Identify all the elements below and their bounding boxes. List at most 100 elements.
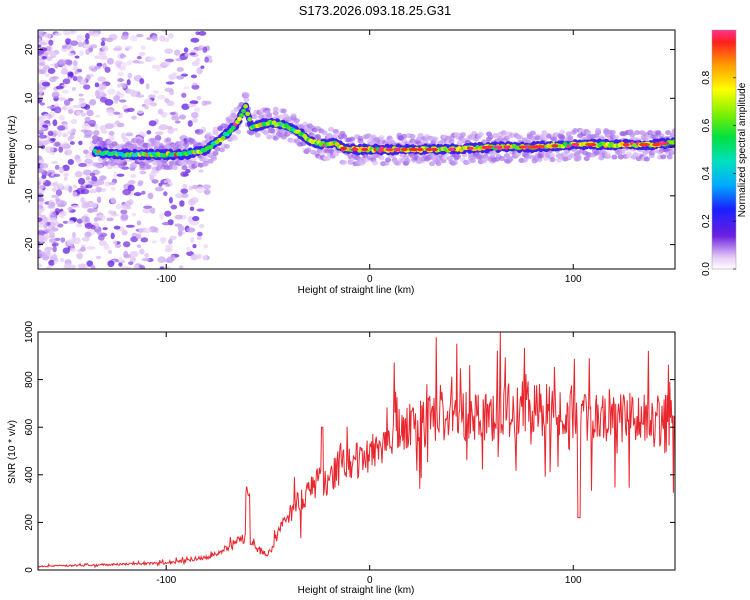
heatmap-noise-cell — [63, 99, 71, 106]
heatmap-noise-cell — [95, 255, 102, 260]
heatmap-noise-cell — [99, 175, 107, 181]
heatmap-hotspot — [652, 142, 660, 147]
heatmap-noise-cell — [157, 256, 166, 263]
heatmap-halo-cell — [516, 134, 523, 140]
y-tick-label: 400 — [24, 466, 35, 483]
heatmap-noise-cell — [44, 120, 51, 124]
heatmap-noise-cell — [118, 262, 123, 267]
heatmap-noise-cell — [189, 100, 199, 105]
heatmap-halo-cell — [328, 126, 335, 132]
heatmap-noise-cell — [141, 132, 147, 137]
heatmap-noise-cell — [43, 223, 48, 229]
heatmap-noise-cell — [52, 246, 57, 253]
heatmap-noise-cell — [38, 197, 45, 202]
y-tick-label: 200 — [24, 514, 35, 531]
heatmap-noise-cell — [54, 62, 59, 69]
heatmap-noise-cell — [72, 76, 78, 82]
heatmap-halo-cell — [432, 136, 439, 142]
heatmap-noise-cell — [38, 217, 43, 223]
heatmap-halo-cell — [575, 156, 582, 162]
heatmap-noise-cell — [192, 184, 199, 190]
heatmap-noise-cell — [108, 130, 115, 136]
heatmap-noise-cell — [198, 169, 204, 173]
x-tick-label: -100 — [156, 274, 176, 285]
heatmap-noise-cell — [159, 266, 165, 269]
heatmap-noise-cell — [62, 89, 69, 94]
heatmap-noise-cell — [110, 232, 115, 240]
heatmap-noise-cell — [83, 134, 92, 139]
heatmap-noise-cell — [164, 247, 173, 253]
colorbar-frame — [711, 29, 737, 270]
heatmap-noise-cell — [188, 185, 194, 191]
heatmap-noise-cell — [112, 111, 121, 115]
heatmap-halo-cell — [626, 151, 633, 157]
heatmap-noise-cell — [40, 162, 49, 169]
colorbar-label: Normalized spectral amplitude — [737, 82, 748, 217]
heatmap-noise-cell — [120, 265, 129, 269]
heatmap-halo-cell — [487, 134, 494, 140]
heatmap-noise-cell — [194, 128, 204, 135]
heatmap-halo-cell — [272, 106, 279, 112]
heatmap-noise-cell — [144, 105, 149, 110]
heatmap-noise-cell — [159, 212, 165, 220]
heatmap-noise-cell — [62, 143, 71, 150]
heatmap-halo-cell — [404, 158, 411, 164]
heatmap-noise-cell — [38, 188, 44, 194]
heatmap-halo-cell — [671, 128, 675, 134]
heatmap-noise-cell — [115, 203, 122, 210]
heatmap-x-axis-label: Height of straight line (km) — [298, 285, 415, 296]
heatmap-noise-cell — [63, 172, 70, 177]
heatmap-halo-cell — [604, 152, 611, 158]
heatmap-noise-cell — [128, 261, 134, 265]
heatmap-noise-cell — [129, 256, 136, 263]
heatmap-noise-cell — [123, 250, 129, 258]
heatmap-noise-cell — [51, 187, 57, 192]
heatmap-noise-cell — [72, 191, 78, 197]
heatmap-halo-cell — [671, 148, 675, 154]
heatmap-halo-cell — [266, 134, 273, 140]
heatmap-noise-cell — [50, 52, 57, 57]
heatmap-noise-cell — [72, 66, 79, 71]
heatmap-noise-cell — [70, 118, 78, 125]
heatmap-halo-cell — [378, 155, 385, 161]
heatmap-noise-cell — [174, 214, 183, 220]
heatmap-halo-cell — [197, 162, 204, 168]
heatmap-noise-cell — [107, 88, 116, 95]
heatmap-hotspot — [385, 147, 393, 152]
heatmap-noise-cell — [98, 51, 107, 57]
heatmap-noise-cell — [62, 164, 70, 171]
heatmap-noise-cell — [67, 220, 75, 225]
heatmap-halo-cell — [429, 161, 436, 167]
heatmap-noise-cell — [52, 119, 58, 127]
heatmap-halo-cell — [665, 130, 672, 136]
heatmap-noise-cell — [171, 116, 180, 121]
heatmap-ridge-core — [239, 112, 244, 118]
heatmap-noise-cell — [189, 220, 199, 226]
heatmap-noise-cell — [94, 123, 99, 130]
x-tick-label: 0 — [367, 575, 373, 586]
heatmap-noise-cell — [93, 129, 100, 136]
heatmap-noise-cell — [57, 59, 67, 67]
heatmap-noise-cell — [149, 207, 156, 214]
heatmap-noise-cell — [203, 189, 211, 195]
heatmap-noise-cell — [84, 216, 90, 223]
heatmap-noise-cell — [116, 173, 125, 177]
heatmap-noise-cell — [47, 67, 56, 74]
heatmap-noise-cell — [132, 59, 140, 64]
heatmap-noise-cell — [187, 120, 193, 127]
heatmap-noise-cell — [166, 256, 174, 264]
heatmap-noise-cell — [139, 170, 147, 175]
heatmap-noise-cell — [141, 258, 150, 262]
heatmap-noise-cell — [45, 146, 55, 154]
heatmap-halo-cell — [212, 150, 219, 156]
heatmap-noise-cell — [69, 264, 76, 269]
heatmap-halo-cell — [409, 133, 416, 139]
heatmap-noise-cell — [50, 137, 56, 142]
heatmap-noise-cell — [71, 205, 80, 209]
heatmap-noise-cell — [97, 76, 107, 82]
snr-series-line — [38, 332, 675, 569]
heatmap-noise-cell — [148, 120, 157, 127]
heatmap-noise-cell — [104, 123, 114, 129]
heatmap-halo-cell — [611, 154, 618, 160]
heatmap-noise-cell — [80, 197, 85, 203]
